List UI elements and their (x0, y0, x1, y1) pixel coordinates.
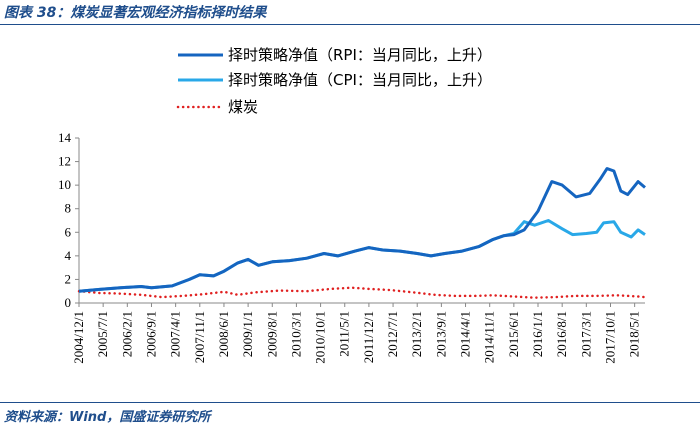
x-tick-label: 2017/3/1 (578, 311, 593, 357)
chart-series (77, 167, 647, 299)
x-tick-label: 2013/2/1 (409, 311, 424, 357)
x-tick-label: 2014/4/1 (458, 311, 473, 357)
x-tick-label: 2012/7/1 (385, 311, 400, 357)
x-tick-label: 2016/1/1 (530, 311, 545, 357)
y-tick-label: 4 (65, 248, 72, 263)
y-tick-label: 6 (65, 224, 72, 239)
x-tick-label: 2011/5/1 (337, 311, 352, 357)
legend-label-3: 煤炭 (228, 98, 258, 116)
x-tick-label: 2008/6/1 (216, 311, 231, 357)
x-tick-label: 2006/2/1 (119, 311, 134, 357)
x-tick-label: 2005/7/1 (95, 311, 110, 357)
y-tick-label: 0 (65, 295, 72, 310)
x-tick-label: 2009/8/1 (264, 311, 279, 357)
chart-axes: 0 2 4 6 8 10 12 14 2004/12/1 2005/7/1 2006/2/1 2006… (58, 130, 645, 364)
x-tick-label: 2018/5/1 (627, 311, 642, 357)
x-tick-label: 2009/1/1 (240, 311, 255, 357)
legend-label-1: 择时策略净值（RPI：当月同比，上升） (228, 46, 492, 64)
x-tick-label: 2011/12/1 (361, 311, 376, 363)
source-note: 资料来源：Wind，国盛证券研究所 (4, 410, 211, 425)
x-tick-label: 2016/8/1 (554, 311, 569, 357)
series-line-2 (78, 219, 646, 293)
x-tick-label: 2010/10/1 (313, 311, 328, 364)
caption-rule (0, 24, 700, 25)
x-tick-label: 2007/4/1 (168, 311, 183, 357)
y-tick-label: 2 (65, 271, 72, 286)
series-line-3 (77, 286, 647, 299)
x-tick-label: 2013/9/1 (433, 311, 448, 357)
figure-caption: 图表 38：煤炭显著宏观经济指标择时结果 (4, 5, 267, 21)
x-tick-label: 2015/6/1 (506, 311, 521, 357)
y-tick-label: 12 (58, 154, 71, 169)
y-tick-label: 14 (58, 130, 72, 145)
series-line-1 (78, 167, 646, 293)
x-tick-label: 2007/11/1 (192, 311, 207, 363)
y-tick-label: 8 (65, 201, 72, 216)
x-tick-label: 2010/3/1 (288, 311, 303, 357)
chart-legend: 择时策略净值（RPI：当月同比，上升） 择时策略净值（CPI：当月同比，上升） 煤炭 (176, 46, 492, 116)
x-tick-label: 2017/10/1 (602, 311, 617, 364)
legend-label-2: 择时策略净值（CPI：当月同比，上升） (228, 71, 492, 89)
x-tick-label: 2014/11/1 (482, 311, 497, 363)
x-tick-label: 2006/9/1 (143, 311, 158, 357)
y-tick-label: 10 (58, 177, 71, 192)
source-rule (0, 402, 700, 403)
x-tick-label: 2004/12/1 (71, 311, 86, 364)
